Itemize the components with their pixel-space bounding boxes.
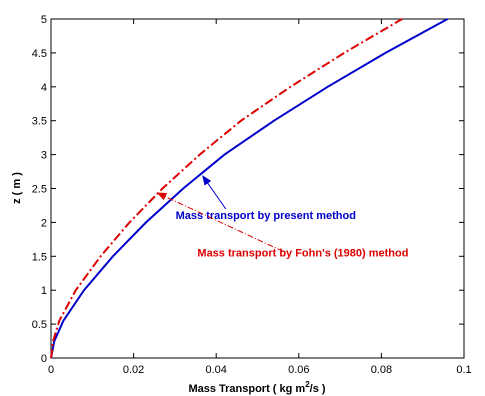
y-tick-label: 2	[41, 217, 47, 229]
y-tick-label: 1	[41, 285, 47, 297]
y-tick-label: 0.5	[32, 319, 47, 331]
annotation-arrow-fohn	[156, 192, 284, 252]
y-tick-label: 2.5	[32, 184, 47, 196]
y-tick-label: 0	[41, 353, 47, 365]
series-line-present-method	[50, 18, 448, 359]
x-tick-label: 0.06	[288, 364, 309, 376]
y-axis: 0 0.5 1 1.5 2 2.5 3 3.5 4 4.5 5	[32, 14, 464, 365]
y-tick-label: 3.5	[32, 116, 47, 128]
x-tick-label: 0.1	[456, 364, 471, 376]
y-tick-label: 5	[41, 14, 47, 26]
y-axis-title: z ( m )	[11, 172, 23, 204]
series-layer	[50, 18, 448, 359]
y-tick-label: 4.5	[32, 48, 47, 60]
annotation-arrow-present	[202, 175, 227, 210]
x-axis: 0 0.02 0.04 0.06 0.08 0.1	[48, 19, 472, 376]
y-tick-label: 1.5	[32, 251, 47, 263]
x-axis-title: Mass Transport ( kg m2/s )	[188, 380, 325, 395]
annotation-label-fohn: Mass transport by Fohn's (1980) method	[197, 247, 408, 259]
plot-area	[50, 18, 465, 359]
series-line-fohn-method	[50, 18, 403, 359]
x-tick-label: 0.04	[205, 364, 226, 376]
y-tick-label: 4	[41, 82, 47, 94]
x-tick-label: 0.08	[371, 364, 392, 376]
x-tick-label: 0.02	[123, 364, 144, 376]
y-tick-label: 3	[41, 150, 47, 162]
x-tick-label: 0	[48, 364, 54, 376]
annotation-layer: Mass transport by present method Mass tra…	[156, 175, 408, 259]
annotation-label-present: Mass transport by present method	[176, 210, 356, 222]
